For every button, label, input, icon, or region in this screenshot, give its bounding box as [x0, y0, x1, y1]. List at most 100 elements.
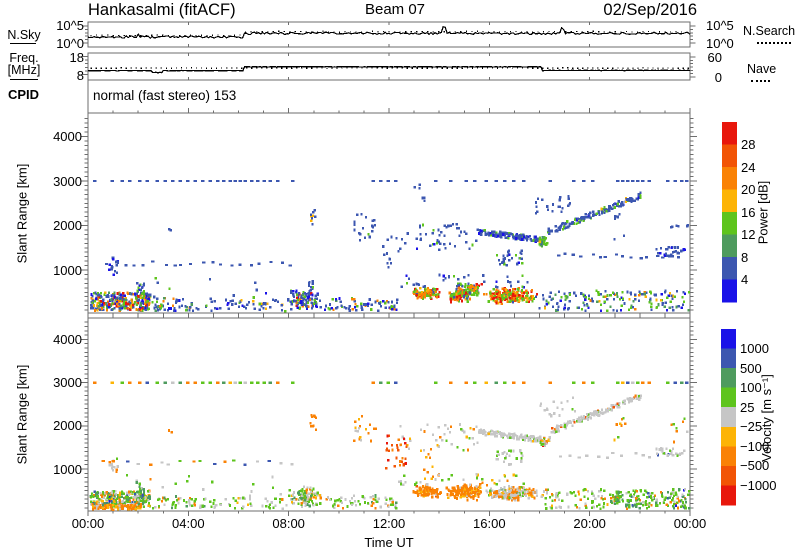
- echo-point: [94, 307, 98, 311]
- echo-point: [324, 304, 327, 308]
- echo-point: [441, 67, 443, 69]
- echo-point: [376, 67, 378, 69]
- echo-point: [90, 303, 93, 307]
- echo-point: [373, 224, 376, 227]
- echo-point: [233, 180, 237, 183]
- echo-point: [631, 197, 634, 201]
- echo-point: [514, 488, 517, 492]
- echo-point: [475, 476, 478, 480]
- echo-point: [426, 483, 429, 486]
- echo-point: [494, 180, 498, 183]
- echo-point: [115, 505, 118, 508]
- echo-point: [582, 293, 585, 297]
- echo-point: [682, 495, 685, 498]
- echo-point: [673, 503, 676, 506]
- echo-point: [631, 180, 635, 183]
- echo-point: [112, 497, 115, 501]
- echo-point: [155, 180, 160, 183]
- echo-point: [522, 438, 525, 441]
- echo-point: [400, 460, 404, 463]
- echo-point: [583, 495, 586, 499]
- echo-point: [130, 304, 133, 307]
- echo-point: [597, 67, 599, 69]
- echo-point: [304, 501, 308, 505]
- echo-point: [303, 501, 306, 505]
- echo-point: [238, 180, 242, 183]
- echo-point: [613, 438, 616, 442]
- echo-point: [110, 308, 113, 311]
- echo-point: [271, 67, 273, 69]
- echo-point: [558, 424, 561, 428]
- echo-point: [379, 381, 383, 384]
- echo-point: [139, 491, 142, 495]
- echo-point: [428, 456, 432, 459]
- echo-point: [139, 302, 142, 305]
- echo-point: [646, 506, 649, 510]
- echo-point: [514, 288, 517, 291]
- echo-point: [300, 31, 302, 33]
- echo-point: [512, 436, 515, 440]
- echo-point: [674, 503, 677, 506]
- echo-point: [470, 293, 473, 296]
- echo-point: [517, 261, 520, 265]
- echo-point: [260, 304, 263, 308]
- echo-point: [120, 495, 124, 498]
- echo-point: [123, 307, 126, 310]
- echo-point: [105, 304, 109, 308]
- echo-point: [367, 302, 370, 305]
- echo-point: [641, 180, 645, 183]
- echo-point: [136, 498, 139, 501]
- echo-point: [432, 31, 434, 33]
- echo-point: [166, 498, 169, 501]
- echo-point: [670, 294, 673, 297]
- velocity-colorbar-segment: [721, 348, 736, 369]
- echo-point: [532, 297, 536, 300]
- echo-point: [178, 299, 181, 302]
- echo-point: [377, 31, 379, 33]
- echo-point: [441, 438, 444, 442]
- echo-point: [267, 31, 269, 33]
- velocity-colorbar-segment: [721, 407, 736, 428]
- echo-point: [573, 490, 576, 494]
- echo-point: [92, 495, 95, 499]
- echo-point: [142, 488, 145, 491]
- echo-point: [265, 505, 268, 508]
- echo-point: [150, 67, 152, 69]
- echo-point: [523, 490, 526, 494]
- echo-point: [297, 491, 300, 494]
- echo-point: [97, 502, 100, 506]
- echo-point: [672, 447, 675, 450]
- echo-point: [423, 468, 426, 471]
- echo-point: [215, 504, 218, 507]
- echo-point: [558, 290, 561, 293]
- echo-point: [668, 254, 671, 258]
- echo-point: [105, 490, 108, 494]
- echo-point: [507, 280, 510, 283]
- echo-point: [600, 211, 604, 215]
- echo-point: [147, 303, 150, 306]
- echo-point: [459, 297, 462, 300]
- echo-point: [389, 498, 392, 502]
- echo-point: [398, 480, 401, 483]
- echo-point: [434, 293, 437, 296]
- echo-point: [471, 243, 474, 247]
- echo-point: [522, 286, 525, 289]
- echo-point: [498, 479, 501, 483]
- echo-point: [136, 301, 139, 305]
- echo-point: [583, 303, 586, 307]
- echo-point: [509, 280, 512, 284]
- echo-point: [418, 292, 422, 296]
- echo-point: [242, 496, 245, 500]
- echo-point: [310, 291, 313, 295]
- echo-point: [489, 489, 492, 493]
- echo-point: [388, 31, 390, 33]
- echo-point: [365, 303, 368, 306]
- echo-point: [420, 290, 424, 294]
- echo-point: [310, 301, 313, 304]
- echo-point: [434, 288, 437, 291]
- echo-point: [429, 447, 432, 451]
- echo-point: [670, 423, 673, 427]
- echo-point: [543, 444, 547, 447]
- echo-point: [296, 67, 298, 69]
- echo-point: [462, 478, 465, 481]
